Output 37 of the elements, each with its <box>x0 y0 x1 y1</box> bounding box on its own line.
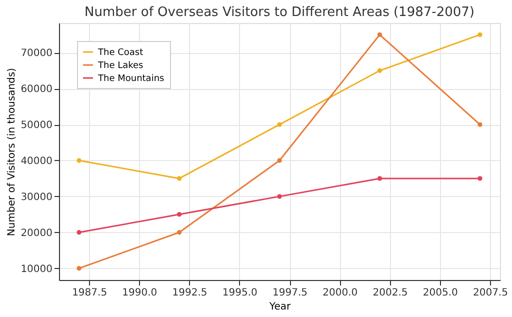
point <box>176 230 182 235</box>
legend-label: The Mountains <box>97 74 165 84</box>
point <box>478 122 482 127</box>
y-tick-label: 10000 <box>20 264 52 275</box>
point <box>76 158 82 163</box>
x-tick-label: 2007.5 <box>472 288 508 298</box>
x-tick-label: 2000.0 <box>322 288 358 298</box>
y-tick-label: 40000 <box>20 156 52 167</box>
y-tick-label: 70000 <box>20 48 52 60</box>
point <box>277 158 282 163</box>
x-tick-label: 1990.0 <box>122 288 158 298</box>
legend-label: The Lakes <box>97 61 144 71</box>
y-axis-title: Number of Visitors (in thousands) <box>6 68 18 236</box>
point <box>377 176 382 181</box>
point <box>377 32 382 38</box>
y-tick-label: 50000 <box>20 120 52 132</box>
point <box>478 32 482 38</box>
x-axis-title: Year <box>268 302 292 312</box>
point <box>176 176 182 181</box>
point <box>176 212 182 217</box>
point <box>277 122 282 127</box>
point <box>76 230 82 235</box>
x-tick-label: 2005.0 <box>422 288 458 298</box>
y-tick-label: 30000 <box>20 192 52 203</box>
point <box>377 68 382 73</box>
x-tick-label: 1997.5 <box>272 288 308 298</box>
x-tick-label: 2002.5 <box>372 288 408 298</box>
chart-title: Number of Overseas Visitors to Different Areas (1987-2007) <box>84 5 474 20</box>
x-tick-label: 1995.0 <box>222 288 258 298</box>
point <box>76 266 82 271</box>
x-tick-label: 1987.5 <box>72 288 108 298</box>
x-tick-label: 1992.5 <box>172 288 208 298</box>
point <box>478 176 482 181</box>
legend-label: The Coast <box>97 48 144 58</box>
y-tick-label: 20000 <box>20 228 52 239</box>
y-tick-label: 60000 <box>20 84 52 96</box>
point <box>277 194 282 199</box>
